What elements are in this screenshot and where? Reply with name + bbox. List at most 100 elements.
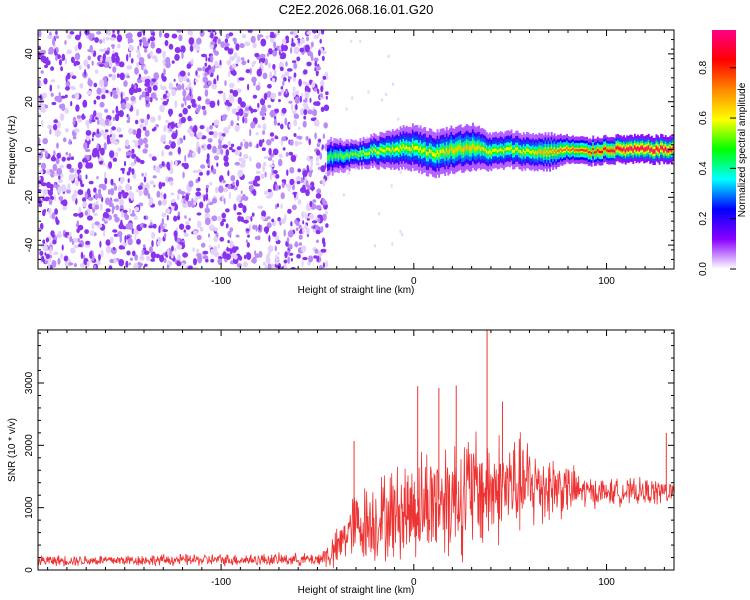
spectrogram-noise-cell [185, 97, 192, 101]
spectrogram-signal-cell [499, 147, 502, 151]
spectrogram-signal-cell [533, 151, 536, 155]
spectrogram-noise-cell [316, 143, 320, 148]
x-tick-label: 0 [411, 577, 417, 588]
spectrogram-signal-cell [464, 146, 467, 151]
spectrogram-noise-cell [68, 138, 72, 145]
spectrogram-signal-cell [495, 148, 497, 152]
spectrogram-noise-cell [234, 161, 241, 166]
spectrogram-noise-cell [44, 150, 49, 158]
spectrogram-signal-cell [547, 149, 550, 153]
spectrogram-noise-cell [165, 56, 171, 65]
spectrogram-noise-cell [113, 257, 117, 264]
spectrogram-noise-cell [140, 118, 145, 124]
spectrogram-noise-cell [292, 86, 296, 92]
spectrogram-noise-cell [217, 90, 224, 94]
spectrogram-noise-cell [242, 138, 246, 142]
spectrogram-noise-cell [161, 161, 165, 167]
spectrogram-signal-cell [510, 146, 513, 150]
spectrogram-noise-cell [390, 184, 393, 188]
spectrogram-noise-cell [59, 164, 64, 169]
spectrogram-noise-cell [124, 192, 129, 197]
spectrogram-noise-cell [315, 101, 321, 107]
y-tick-label: -20 [24, 190, 35, 205]
spectrogram-noise-cell [322, 178, 326, 187]
spectrogram-noise-cell [170, 141, 176, 149]
spectrogram-noise-cell [212, 130, 218, 139]
spectrogram-noise-cell [184, 98, 187, 106]
y-tick-label: 0 [24, 146, 35, 152]
spectrogram-noise-cell [322, 75, 327, 80]
spectrogram-noise-cell [112, 157, 118, 162]
spectrogram-noise-cell [304, 91, 310, 99]
spectrogram-signal-cell [436, 150, 439, 154]
spectrogram-noise-cell [153, 72, 160, 80]
spectrogram-signal-cell [637, 147, 639, 150]
spectrogram-signal-cell [576, 149, 579, 152]
spectrogram-noise-cell [222, 144, 228, 149]
spectrogram-noise-cell [221, 194, 225, 202]
spectrogram-noise-cell [109, 150, 115, 159]
spectrogram-noise-cell [302, 120, 307, 128]
spectrogram-noise-cell [76, 115, 82, 119]
spectrogram-signal-cell [604, 147, 607, 150]
spectrogram-noise-cell [155, 124, 160, 128]
spectrogram-noise-cell [177, 211, 181, 217]
spectrogram-noise-cell [320, 165, 326, 173]
spectrogram-noise-cell [56, 152, 61, 159]
spectrogram-noise-cell [111, 207, 115, 214]
spectrogram-noise-cell [166, 161, 171, 170]
spectrogram-noise-cell [104, 60, 110, 68]
spectrogram-noise-cell [320, 106, 325, 112]
spectrogram-noise-cell [225, 149, 230, 157]
spectrogram-noise-cell [202, 255, 209, 260]
spectrogram-noise-cell [202, 66, 206, 72]
spectrogram-noise-cell [165, 90, 168, 94]
spectrogram-noise-cell [222, 187, 228, 193]
spectrogram-noise-cell [163, 257, 167, 263]
spectrogram-signal-cell [570, 148, 573, 151]
spectrogram-noise-cell [224, 46, 230, 51]
spectrogram-noise-cell [42, 137, 48, 145]
spectrogram-noise-cell [179, 45, 186, 54]
spectrogram-noise-cell [176, 84, 182, 91]
spectrogram-noise-cell [286, 237, 290, 243]
spectrogram-noise-cell [174, 47, 181, 54]
spectrogram-noise-cell [265, 254, 269, 262]
spectrogram-noise-cell [115, 105, 119, 114]
spectrogram-noise-cell [106, 137, 110, 145]
spectrogram-noise-cell [132, 250, 136, 257]
spectrogram-noise-cell [315, 149, 321, 156]
spectrogram-noise-cell [305, 227, 310, 235]
spectrogram-noise-cell [95, 131, 102, 138]
spectrogram-signal-cell [419, 146, 422, 151]
spectrogram-noise-cell [229, 240, 234, 249]
spectrogram-noise-cell [254, 253, 260, 258]
spectrogram-noise-cell [112, 116, 115, 122]
spectrogram-signal-cell [411, 143, 414, 148]
spectrogram-noise-cell [52, 163, 58, 171]
spectrogram-noise-cell [127, 115, 131, 121]
spectrogram-noise-cell [325, 95, 328, 100]
spectrogram-noise-cell [149, 180, 155, 185]
spectrogram-noise-cell [252, 42, 257, 49]
spectrogram-signal-cell [444, 151, 447, 156]
spectrogram-noise-cell [264, 171, 267, 178]
spectrogram-noise-cell [279, 62, 285, 68]
spectrogram-noise-cell [38, 189, 42, 193]
spectrogram-noise-cell [260, 174, 265, 178]
spectrogram-noise-cell [70, 247, 76, 254]
spectrogram-noise-cell [189, 44, 194, 52]
spectrogram-noise-cell [166, 215, 169, 221]
spectrogram-noise-cell [321, 55, 325, 62]
spectrogram-noise-cell [263, 92, 268, 101]
spectrogram-noise-cell [143, 223, 147, 228]
spectrogram-noise-cell [227, 48, 234, 55]
spectrogram-noise-cell [130, 213, 136, 217]
spectrogram-signal-cell [623, 147, 625, 150]
spectrogram-noise-cell [155, 253, 161, 259]
spectrogram-noise-cell [261, 147, 266, 151]
spectrogram-noise-cell [39, 250, 44, 256]
spectrogram-noise-cell [298, 242, 303, 246]
spectrogram-noise-cell [228, 124, 231, 130]
spectrogram-noise-cell [306, 36, 309, 42]
